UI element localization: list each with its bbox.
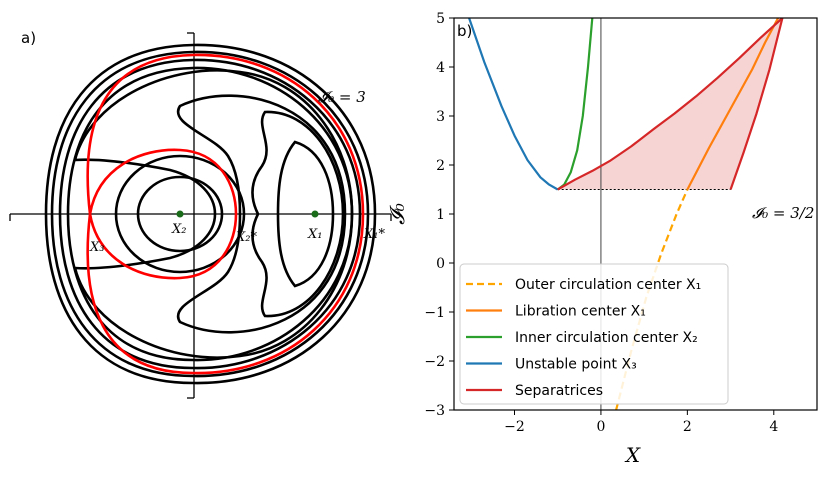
x1-star-label: X₁* (363, 227, 385, 242)
legend-box (459, 263, 729, 405)
legend-label: Outer circulation center X₁ (515, 277, 701, 293)
panel-b: −2 0 2 4 −3 −2 −1 0 1 2 3 4 5 b) X 𝓘₀ 𝓘₀ = 3/2 Outer… (385, 11, 818, 467)
series-line-2 (557, 18, 594, 191)
y-tick-label: 4 (436, 60, 445, 76)
legend-label: Separatrices (515, 383, 603, 399)
y-tick-label: −1 (424, 305, 445, 321)
y-tick-label: 3 (436, 109, 445, 125)
panel-b-frame (453, 17, 818, 411)
outer-contour-2 (58, 58, 362, 370)
series-line-1 (686, 18, 780, 191)
libration-contour-4 (73, 69, 354, 359)
panel-a: a) (9, 29, 392, 399)
x1-point (311, 210, 319, 218)
separatrix-outer (86, 53, 365, 375)
contour-label: 𝓘₀ = 3 (318, 88, 366, 106)
inner-contour-2 (114, 154, 246, 274)
x-axis-label: X (624, 443, 641, 467)
legend-label: Inner circulation center X₂ (515, 330, 698, 346)
inner-contour-1 (136, 175, 224, 253)
separatrix-shading (557, 18, 783, 190)
outer-contour-3 (50, 50, 370, 378)
y-tick-label: −2 (424, 354, 445, 370)
outer-contour-4 (44, 43, 377, 385)
panel-a-label: a) (21, 29, 36, 47)
y-tick-label: 2 (436, 158, 445, 174)
x2-star-label: X₂* (235, 230, 257, 245)
legend-label: Unstable point X₃ (515, 357, 637, 373)
y-tick-label: 1 (436, 207, 445, 223)
x-tick-label: −2 (504, 419, 525, 435)
x3-label: X₃ (89, 240, 104, 255)
x2-point (176, 210, 184, 218)
y-tick-label: −3 (424, 403, 445, 419)
threshold-annotation: 𝓘₀ = 3/2 (752, 204, 814, 222)
x2-label: X₂ (171, 222, 186, 237)
series-line-4 (557, 18, 784, 191)
series-line-3 (468, 18, 559, 191)
libration-contours (73, 69, 354, 359)
legend: Outer circulation center X₁ Libration cen… (459, 263, 729, 405)
x-tick-label: 2 (683, 419, 692, 435)
libration-contour-2 (251, 110, 345, 318)
y-axis-label: 𝓘₀ (385, 203, 409, 225)
x-tick-label: 0 (596, 419, 605, 435)
series-line-5 (729, 18, 784, 190)
y-tick-label: 0 (436, 256, 445, 272)
libration-contour-1 (276, 140, 335, 288)
panel-b-axes: −2 0 2 4 −3 −2 −1 0 1 2 3 4 5 (424, 11, 778, 435)
legend-label: Libration center X₁ (515, 304, 646, 320)
separatrix (86, 53, 365, 375)
separatrix-inner (88, 148, 238, 280)
panel-b-label: b) (457, 22, 472, 40)
panel-b-plot-area (468, 18, 784, 410)
libration-contour-3 (176, 94, 347, 334)
x-tick-label: 4 (769, 419, 778, 435)
y-tick-label: 5 (436, 11, 445, 27)
x1-label: X₁ (307, 227, 322, 242)
inner-contours (114, 154, 246, 274)
